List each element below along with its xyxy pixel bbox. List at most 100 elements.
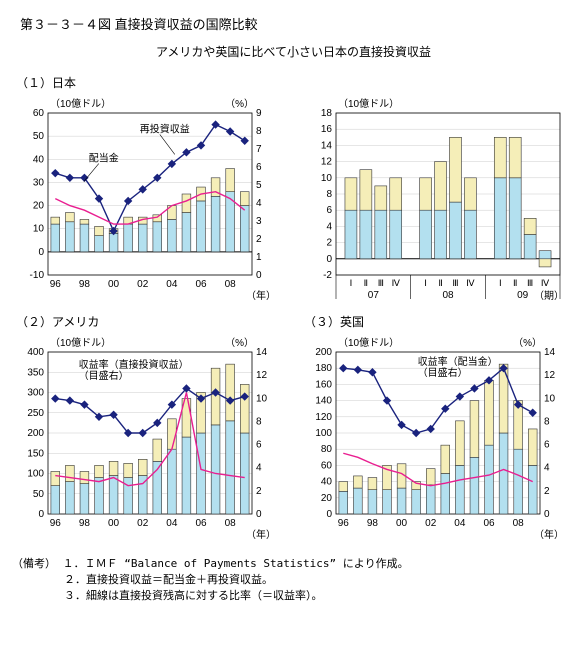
svg-text:100: 100	[315, 428, 332, 439]
svg-text:（年）: （年）	[246, 289, 276, 302]
svg-text:5: 5	[256, 180, 262, 191]
chart-uk: 0204060801001201401601802000246810121496…	[300, 332, 570, 542]
svg-text:08: 08	[225, 518, 237, 529]
svg-text:40: 40	[321, 477, 333, 488]
svg-text:120: 120	[315, 412, 332, 423]
svg-text:Ⅱ: Ⅱ	[513, 278, 517, 288]
svg-text:（%）: （%）	[225, 98, 254, 110]
svg-text:4: 4	[256, 198, 262, 209]
svg-text:16: 16	[321, 124, 333, 135]
svg-text:Ⅳ: Ⅳ	[392, 278, 401, 288]
svg-text:150: 150	[27, 448, 44, 459]
svg-text:6: 6	[326, 205, 332, 216]
svg-text:02: 02	[137, 518, 149, 529]
svg-text:Ⅰ: Ⅰ	[499, 278, 502, 288]
svg-text:14: 14	[321, 140, 333, 151]
svg-text:50: 50	[33, 489, 45, 500]
svg-text:250: 250	[27, 408, 44, 419]
svg-text:12: 12	[256, 370, 268, 381]
svg-text:02: 02	[137, 279, 149, 290]
svg-text:98: 98	[367, 518, 379, 529]
svg-text:07: 07	[368, 290, 380, 301]
svg-text:9: 9	[256, 108, 262, 119]
svg-text:96: 96	[338, 518, 350, 529]
svg-text:Ⅲ: Ⅲ	[527, 278, 533, 288]
svg-text:80: 80	[321, 444, 333, 455]
svg-text:2: 2	[256, 486, 262, 497]
svg-text:10: 10	[33, 224, 45, 235]
chart-us: 0501001502002503003504000246810121496980…	[12, 332, 282, 542]
note-2: ２．直接投資収益＝配当金＋再投資収益。	[12, 573, 273, 586]
svg-text:Ⅰ: Ⅰ	[350, 278, 353, 288]
svg-text:（10億ドル）: （10億ドル）	[338, 97, 399, 110]
svg-text:04: 04	[166, 279, 178, 290]
svg-text:180: 180	[315, 363, 332, 374]
svg-text:98: 98	[79, 518, 91, 529]
svg-text:0: 0	[256, 509, 262, 520]
svg-text:10: 10	[256, 393, 268, 404]
svg-text:-10: -10	[30, 270, 45, 281]
svg-text:Ⅱ: Ⅱ	[438, 278, 442, 288]
svg-text:収益率（直接投資収益）: 収益率（直接投資収益）	[79, 358, 189, 371]
svg-text:（年）: （年）	[246, 528, 276, 541]
svg-text:配当金: 配当金	[89, 152, 119, 165]
section-1-label: （１）日本	[16, 74, 575, 91]
svg-text:Ⅲ: Ⅲ	[452, 278, 458, 288]
svg-text:00: 00	[396, 518, 408, 529]
svg-text:20: 20	[321, 493, 333, 504]
svg-text:収益率（配当金）: 収益率（配当金）	[418, 355, 498, 368]
svg-text:（10億ドル）: （10億ドル）	[50, 336, 111, 349]
svg-text:06: 06	[483, 518, 495, 529]
svg-text:06: 06	[195, 518, 207, 529]
svg-text:（目盛右）: （目盛右）	[79, 369, 129, 382]
figure-title: 第３－３－４図 直接投資収益の国際比較	[20, 14, 575, 33]
svg-text:8: 8	[256, 126, 262, 137]
svg-text:96: 96	[50, 518, 62, 529]
svg-text:Ⅳ: Ⅳ	[466, 278, 475, 288]
svg-text:Ⅰ: Ⅰ	[424, 278, 427, 288]
svg-text:18: 18	[321, 108, 333, 119]
svg-text:08: 08	[442, 290, 454, 301]
svg-text:30: 30	[33, 177, 45, 188]
svg-text:（10億ドル）: （10億ドル）	[338, 336, 399, 349]
svg-text:96: 96	[50, 279, 62, 290]
svg-text:04: 04	[454, 518, 466, 529]
svg-text:7: 7	[256, 144, 262, 155]
footnotes: （備考） １．ＩＭＦ “Balance of Payments Statisti…	[12, 556, 575, 604]
svg-text:2: 2	[256, 234, 262, 245]
svg-text:200: 200	[27, 428, 44, 439]
svg-text:6: 6	[544, 440, 550, 451]
svg-text:Ⅱ: Ⅱ	[364, 278, 368, 288]
svg-text:08: 08	[513, 518, 525, 529]
svg-text:0: 0	[544, 509, 550, 520]
svg-text:98: 98	[79, 279, 91, 290]
svg-text:12: 12	[321, 157, 333, 168]
svg-text:140: 140	[315, 396, 332, 407]
svg-text:6: 6	[256, 162, 262, 173]
svg-text:10: 10	[544, 393, 556, 404]
chart-japan-annual: -100102030405060012345678996980002040608…	[12, 93, 282, 303]
svg-text:60: 60	[321, 460, 333, 471]
svg-text:Ⅲ: Ⅲ	[378, 278, 384, 288]
svg-text:6: 6	[256, 440, 262, 451]
svg-text:4: 4	[256, 463, 262, 474]
svg-text:200: 200	[315, 347, 332, 358]
svg-text:06: 06	[195, 279, 207, 290]
svg-text:3: 3	[256, 216, 262, 227]
svg-text:12: 12	[544, 370, 556, 381]
svg-text:0: 0	[38, 509, 44, 520]
note-3: ３．細線は直接投資残高に対する比率（＝収益率）。	[12, 589, 323, 602]
svg-text:02: 02	[425, 518, 437, 529]
svg-text:2: 2	[544, 486, 550, 497]
chart-japan-quarterly: -2024681012141618ⅠⅡⅢⅣ07ⅠⅡⅢⅣ08ⅠⅡⅢⅣ09（10億ド…	[300, 93, 570, 303]
svg-text:（%）: （%）	[513, 337, 542, 349]
svg-text:08: 08	[225, 279, 237, 290]
section-3-label: （３）英国	[304, 313, 570, 330]
svg-text:8: 8	[256, 416, 262, 427]
svg-text:4: 4	[544, 463, 550, 474]
svg-text:（目盛右）: （目盛右）	[418, 366, 468, 379]
svg-text:40: 40	[33, 154, 45, 165]
svg-text:（10億ドル）: （10億ドル）	[50, 97, 111, 110]
svg-text:14: 14	[544, 347, 556, 358]
svg-text:8: 8	[326, 189, 332, 200]
